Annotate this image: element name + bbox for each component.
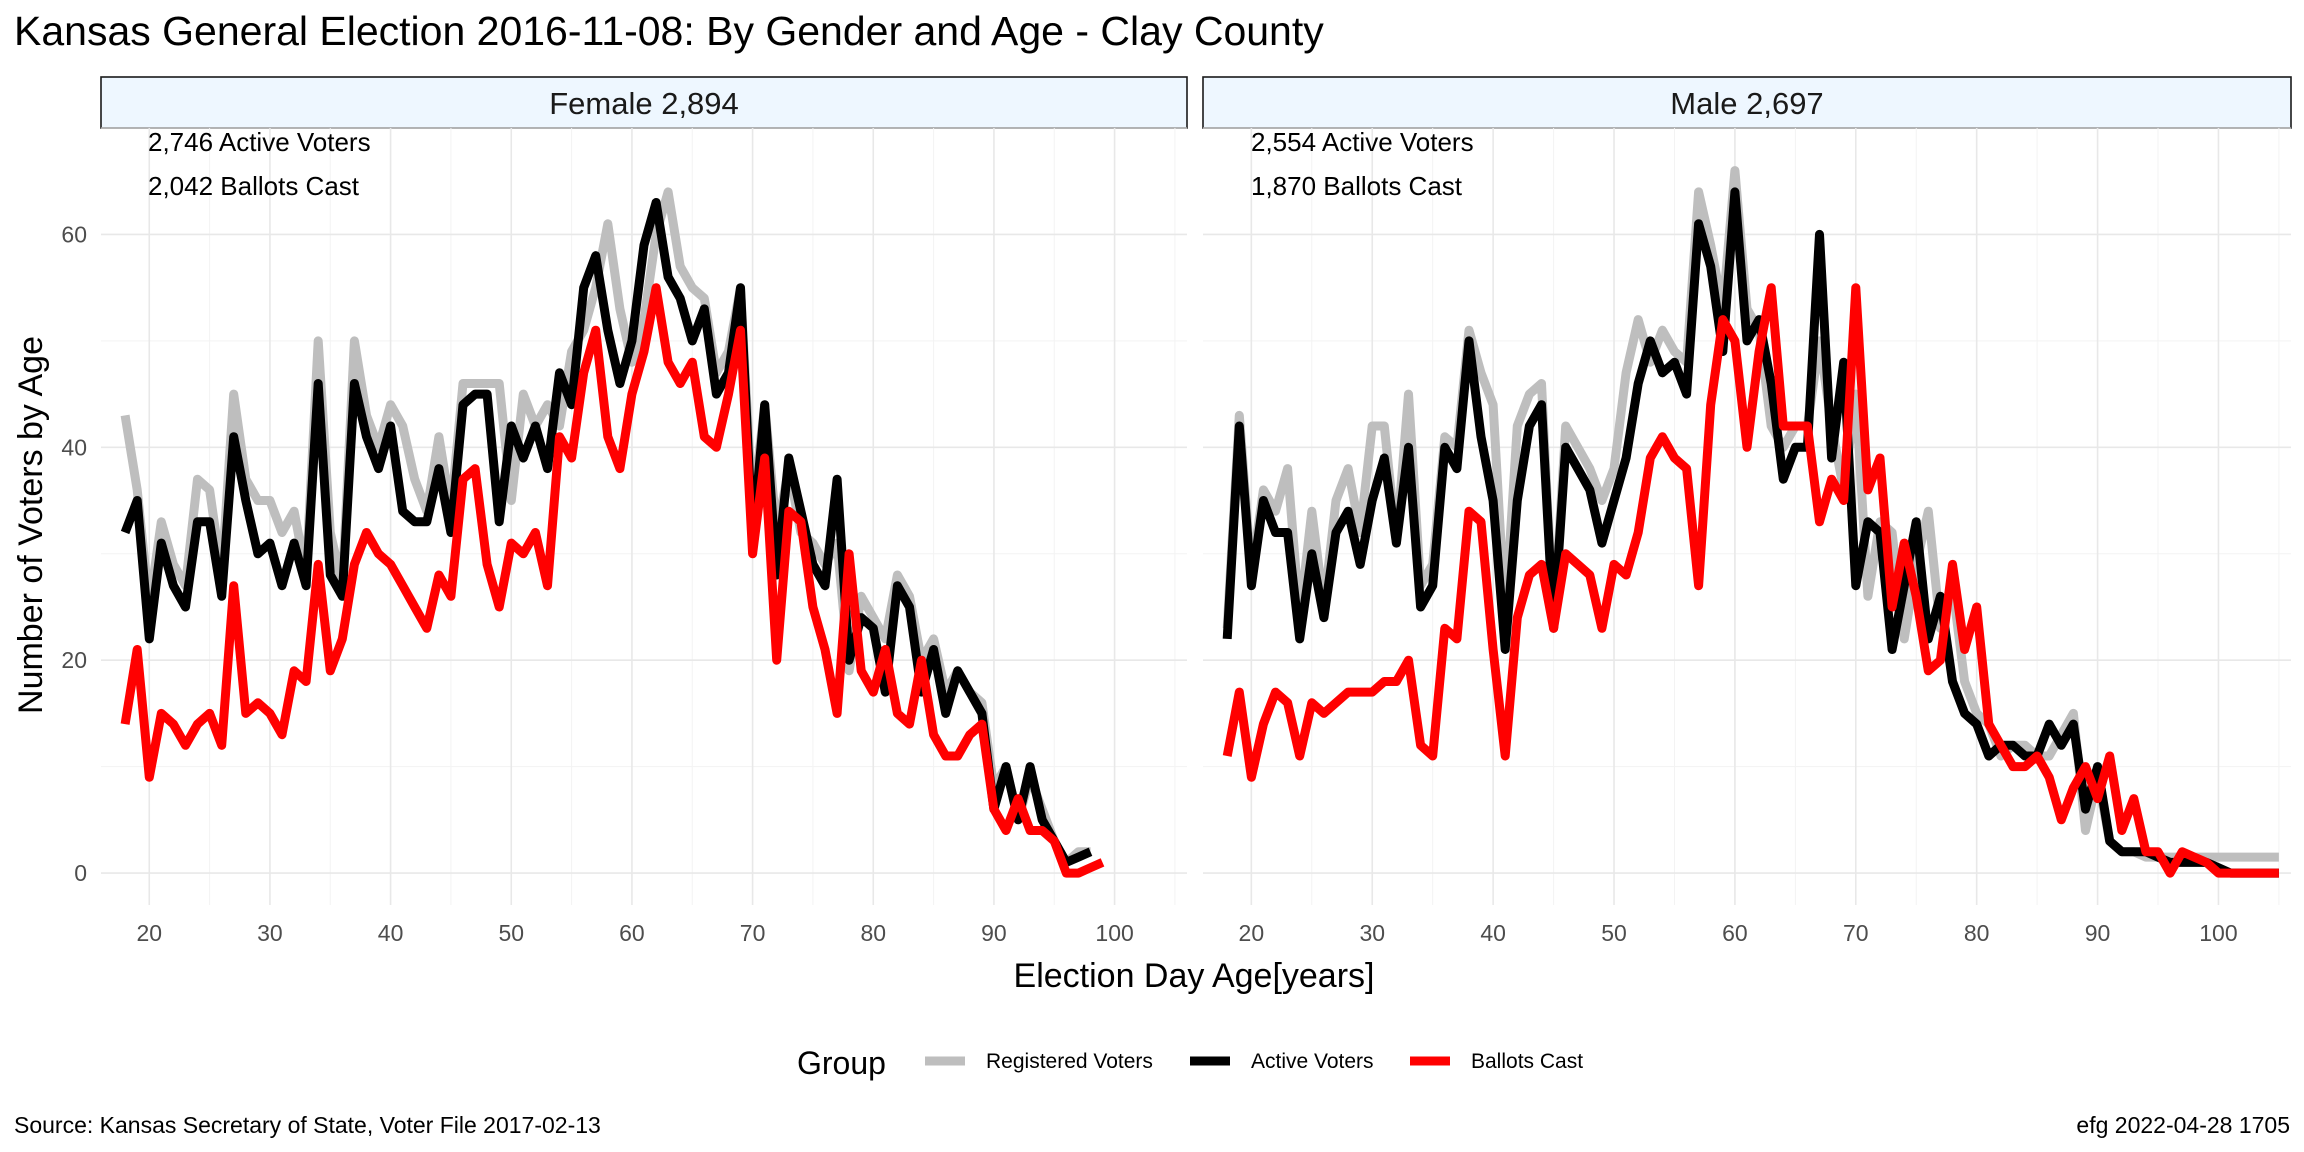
caption-credit: efg 2022-04-28 1705	[2076, 1112, 2290, 1138]
x-tick-male-80: 80	[1964, 920, 1990, 946]
y-tick-0: 0	[74, 860, 87, 886]
series-line-male-registered	[1222, 166, 2279, 862]
x-tick-male-60: 60	[1722, 920, 1748, 946]
x-tick-female-50: 50	[498, 920, 524, 946]
x-tick-male-40: 40	[1480, 920, 1506, 946]
x-tick-female-30: 30	[257, 920, 283, 946]
annotation-female-ballots: 2,042 Ballots Cast	[148, 171, 360, 201]
x-tick-female-90: 90	[981, 920, 1007, 946]
x-tick-male-90: 90	[2085, 920, 2111, 946]
x-tick-female-70: 70	[740, 920, 766, 946]
x-tick-female-100: 100	[1095, 920, 1133, 946]
legend: Group Registered Voters Active Voters Ball…	[797, 1045, 1583, 1081]
x-ticks-male: 20 30 40 50 60 70 80 90 100	[1239, 920, 2238, 946]
annotation-male-ballots: 1,870 Ballots Cast	[1251, 171, 1463, 201]
legend-items: Registered Voters Active Voters Ballots Ca…	[925, 1050, 1583, 1073]
y-axis-title: Number of Voters by Age	[12, 336, 50, 714]
series-female	[120, 187, 1105, 878]
x-tick-male-100: 100	[2199, 920, 2237, 946]
strip-label-female: Female 2,894	[549, 86, 739, 121]
legend-title: Group	[797, 1045, 886, 1081]
series-line-female-active	[120, 198, 1093, 867]
x-tick-male-50: 50	[1601, 920, 1627, 946]
legend-label-registered: Registered Voters	[986, 1050, 1153, 1073]
x-tick-male-20: 20	[1239, 920, 1265, 946]
x-axis-title: Election Day Age[years]	[1014, 957, 1375, 995]
annotation-female-active: 2,746 Active Voters	[148, 127, 371, 157]
strip-female	[100, 76, 1188, 129]
y-ticks-female: 0 20 40 60	[61, 221, 87, 886]
chart-title: Kansas General Election 2016-11-08: By G…	[14, 8, 1324, 54]
x-tick-female-40: 40	[378, 920, 404, 946]
caption-source: Source: Kansas Secretary of State, Voter…	[14, 1112, 601, 1138]
legend-label-active: Active Voters	[1251, 1050, 1374, 1073]
series-line-female-registered	[120, 187, 1091, 867]
series-line-male-active	[1222, 187, 2279, 878]
panel-female: Female 2,894 2,746 Active Voters 2,042 B…	[61, 76, 1188, 946]
legend-label-ballots: Ballots Cast	[1471, 1050, 1583, 1073]
x-tick-female-60: 60	[619, 920, 645, 946]
strip-label-male: Male 2,697	[1670, 86, 1823, 121]
series-male	[1222, 166, 2279, 878]
y-tick-20: 20	[61, 647, 87, 673]
panel-male: Male 2,697 2,554 Active Voters 1,870 Bal…	[1202, 76, 2292, 946]
x-ticks-female: 20 30 40 50 60 70 80 90 100	[136, 920, 1133, 946]
y-tick-40: 40	[61, 434, 87, 460]
x-tick-male-70: 70	[1843, 920, 1869, 946]
x-tick-male-30: 30	[1359, 920, 1385, 946]
strip-male	[1202, 76, 2292, 129]
y-tick-60: 60	[61, 221, 87, 247]
series-line-male-ballots	[1222, 283, 2279, 878]
annotation-male-active: 2,554 Active Voters	[1251, 127, 1474, 157]
x-tick-female-80: 80	[860, 920, 886, 946]
series-line-female-ballots	[120, 283, 1105, 878]
x-tick-female-20: 20	[136, 920, 162, 946]
